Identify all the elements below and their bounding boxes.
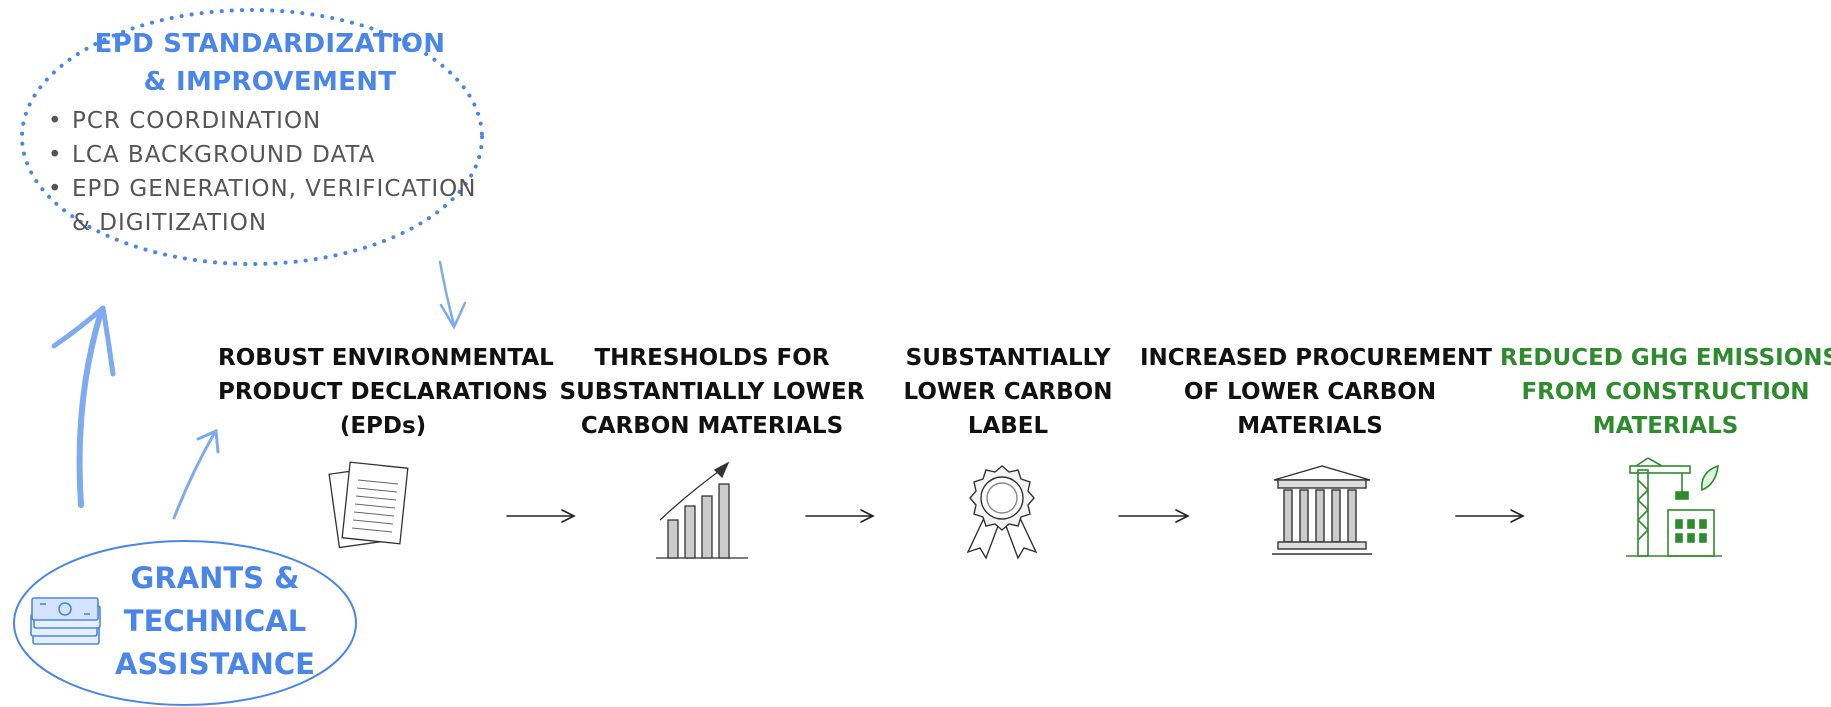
arrow-2-3 [805, 509, 875, 523]
step-title-epds: ROBUST ENVIRONMENTAL PRODUCT DECLARATION… [218, 341, 554, 443]
step-title-line: LABEL [967, 413, 1049, 439]
list-item: EPD GENERATION, VERIFICATION [48, 172, 480, 206]
grants-ellipse [13, 540, 357, 706]
grants-to-epd-arrow [172, 428, 220, 520]
step-title-line: THRESHOLDS FOR [594, 345, 830, 371]
list-item: & DIGITIZATION [72, 210, 268, 236]
list-item: PCR COORDINATION [48, 104, 480, 138]
epd-cloud-title-line2: & IMPROVEMENT [143, 67, 397, 97]
step-title-line: PRODUCT DECLARATIONS [218, 379, 548, 405]
epd-cloud-title: EPD STANDARDIZATION & IMPROVEMENT [60, 25, 480, 101]
step-title-reduced-ghg: REDUCED GHG EMISSIONS FROM CONSTRUCTION … [1500, 341, 1831, 443]
epd-cloud-outline [20, 8, 484, 266]
epd-cloud: EPD STANDARDIZATION & IMPROVEMENT PCR CO… [40, 25, 480, 240]
grants-title-line: GRANTS & [130, 561, 300, 595]
arrow-1-2 [506, 509, 576, 523]
grants-to-cloud-arrow [51, 305, 116, 508]
arrow-4-5 [1455, 509, 1525, 523]
grants-title-line: ASSISTANCE [115, 647, 315, 681]
step-title-line: ROBUST ENVIRONMENTAL [218, 345, 554, 371]
step-title-line: FROM CONSTRUCTION [1521, 379, 1810, 405]
step-title-procurement: INCREASED PROCUREMENT OF LOWER CARBON MA… [1140, 341, 1492, 443]
step-title-line: (EPDs) [339, 413, 427, 439]
money-stack-icon [30, 597, 101, 645]
step-title-thresholds: THRESHOLDS FOR SUBSTANTIALLY LOWER CARBO… [552, 341, 872, 443]
list-item: LCA BACKGROUND DATA [48, 138, 480, 172]
step-title-line: CARBON MATERIALS [580, 413, 844, 439]
step-title-line: REDUCED GHG EMISSIONS [1500, 345, 1831, 371]
step-title-line: LOWER CARBON [903, 379, 1113, 405]
bar-chart-icon [656, 461, 748, 559]
step-title-line: SUBSTANTIALLY [905, 345, 1111, 371]
arrow-3-4 [1118, 509, 1190, 523]
step-title-line: INCREASED PROCUREMENT [1140, 345, 1492, 371]
step-title-line: OF LOWER CARBON [1183, 379, 1437, 405]
grants-title: GRANTS & TECHNICAL ASSISTANCE [100, 557, 330, 686]
step-title-line: MATERIALS [1237, 413, 1383, 439]
construction-crane-icon [1626, 457, 1722, 557]
epd-cloud-title-line1: EPD STANDARDIZATION [94, 29, 446, 59]
epd-cloud-list: PCR COORDINATION LCA BACKGROUND DATA EPD… [48, 104, 480, 240]
step-arrows [506, 509, 1525, 523]
cloud-to-epd-arrow [438, 260, 467, 330]
step-title-label: SUBSTANTIALLY LOWER CARBON LABEL [880, 341, 1136, 443]
step-title-line: SUBSTANTIALLY LOWER [559, 379, 865, 405]
documents-icon [328, 461, 409, 549]
government-building-icon [1272, 465, 1372, 555]
grants-title-line: TECHNICAL [123, 604, 307, 638]
step-title-line: MATERIALS [1592, 413, 1739, 439]
award-ribbon-icon [966, 465, 1038, 560]
